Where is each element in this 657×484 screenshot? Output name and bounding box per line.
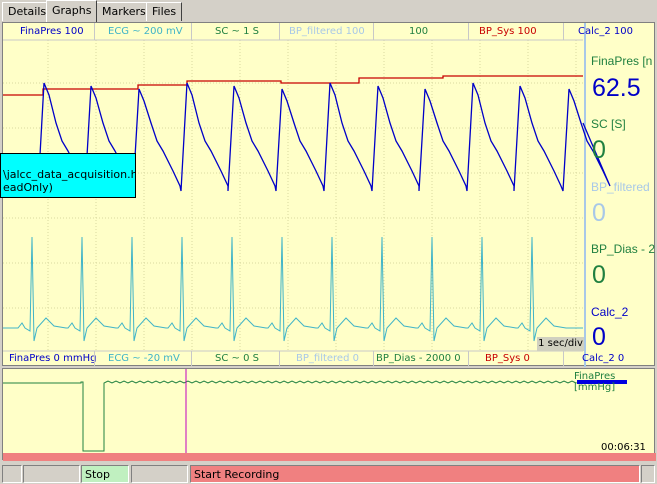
stop-button[interactable]: Stop	[81, 465, 129, 483]
scale-bottom-bp-sys: BP_Sys 0	[485, 353, 530, 364]
status-cell-6	[641, 465, 655, 483]
scale-top-bp-filtered: BP_filtered 100	[289, 26, 365, 37]
status-cell-2	[23, 465, 80, 483]
scale-bottom-ecg: ECG ~ -20 mV	[108, 353, 180, 364]
scale-bottom-bp-dias: BP_Dias - 2000 0	[376, 353, 461, 364]
overview-panel[interactable]: FinaPres [mmHg] 00:06:31	[2, 368, 656, 461]
scale-top-calc2: Calc_2 100	[578, 26, 634, 37]
overview-trace	[3, 380, 577, 452]
tab-files[interactable]: Files	[146, 2, 183, 21]
side-value-calc2: 0	[592, 323, 606, 351]
side-label-finapres: FinaPres [n	[591, 54, 653, 68]
overview-label: FinaPres [mmHg]	[574, 371, 616, 393]
tooltip-line-1: \jalcc_data_acquisition.html	[3, 168, 135, 181]
tooltip-line-2: eadOnly)	[3, 181, 53, 194]
overview-canvas	[3, 369, 656, 461]
side-label-bp-dias: BP_Dias - 2	[591, 242, 656, 256]
status-cell-1	[2, 465, 22, 483]
scale-bottom-bp-filtered: BP_filtered 0	[296, 353, 359, 364]
side-label-bp-filtered: BP_filtered	[591, 180, 650, 194]
scale-bottom-finapres: FinaPres 0 mmHg	[9, 353, 97, 364]
bp-sys-trace	[3, 75, 583, 96]
side-value-bp-dias: 0	[592, 261, 606, 289]
status-bar: Stop Start Recording	[0, 464, 657, 484]
scale-top-bp-sys: BP_Sys 100	[479, 26, 537, 37]
ecg-trace	[3, 236, 583, 342]
path-tooltip: \jalcc_data_acquisition.html eadOnly)	[0, 153, 136, 198]
overview-cursor-block	[577, 380, 627, 384]
scale-top-ecg: ECG ~ 200 mV	[108, 26, 183, 37]
scale-top-bp-dias: 100	[409, 26, 429, 37]
tab-details[interactable]: Details	[2, 2, 53, 21]
scale-top-sc: SC ~ 1 S	[215, 26, 259, 37]
side-value-bp-filtered: 0	[592, 199, 606, 227]
scale-top-finapres: FinaPres 100	[20, 26, 84, 37]
status-cell-4	[131, 465, 188, 483]
overview-time: 00:06:31	[601, 442, 646, 453]
time-scale-badge: 1 sec/div	[537, 337, 584, 351]
side-label-calc2: Calc_2	[591, 305, 629, 319]
tab-markers[interactable]: Markers	[96, 2, 152, 21]
side-value-finapres: 62.5	[592, 74, 641, 102]
side-value-sc: 0	[592, 136, 606, 164]
scale-bottom-sc: SC ~ 0 S	[215, 353, 259, 364]
start-recording-button[interactable]: Start Recording	[190, 465, 640, 483]
tab-bar: Details Graphs Markers Files	[0, 0, 657, 22]
side-label-sc: SC [S]	[591, 117, 626, 131]
tab-graphs[interactable]: Graphs	[46, 0, 98, 22]
scale-bottom-calc2: Calc_2 0	[582, 353, 625, 364]
